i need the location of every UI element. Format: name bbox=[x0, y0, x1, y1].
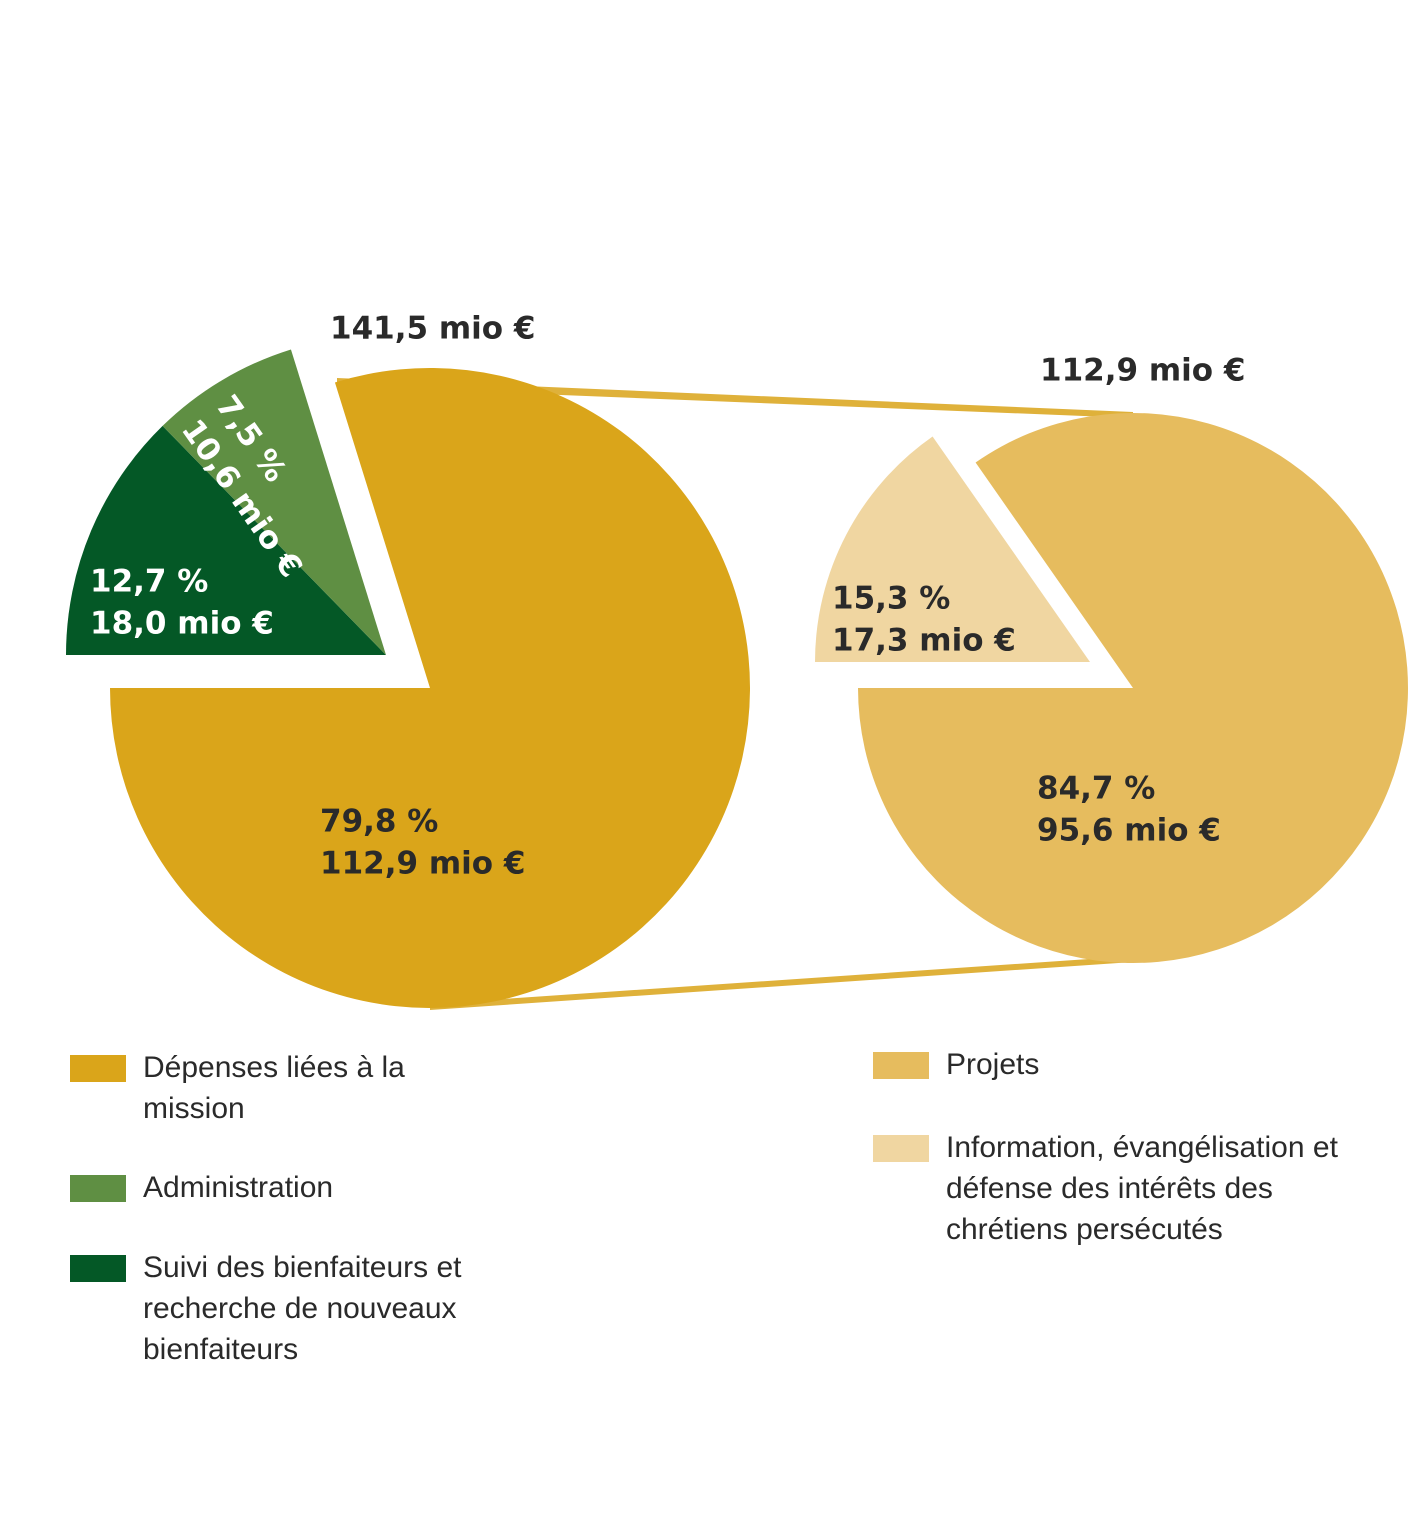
legend-item: Suivi des bienfaiteurs et recherche de n… bbox=[70, 1251, 503, 1370]
amount-label: 17,3 mio € bbox=[832, 623, 1016, 659]
pie-slice bbox=[815, 436, 1090, 662]
pie-slice bbox=[110, 368, 750, 1009]
legend-label: Administration bbox=[143, 1171, 334, 1204]
legend-label: Information, évangélisation et défense d… bbox=[946, 1131, 1338, 1246]
legend-swatch bbox=[70, 1255, 126, 1282]
legend-swatch bbox=[873, 1135, 929, 1162]
amount-label: 18,0 mio € bbox=[90, 606, 274, 642]
percent-label: 12,7 % bbox=[90, 564, 208, 600]
legend-label: Suivi des bienfaiteurs et recherche de n… bbox=[143, 1251, 462, 1366]
legend-item: Dépenses liées à la mission bbox=[70, 1051, 503, 1129]
pie-slice bbox=[162, 349, 386, 655]
legend-swatch bbox=[70, 1055, 126, 1082]
legend-label: Dépenses liées à la mission bbox=[143, 1051, 405, 1125]
amount-label: 112,9 mio € bbox=[320, 846, 525, 882]
legend-item: Projets bbox=[873, 1048, 1356, 1085]
pie-title: 141,5 mio € bbox=[330, 311, 535, 347]
legend-swatch bbox=[70, 1175, 126, 1202]
legend-swatch bbox=[873, 1052, 929, 1079]
legend-label: Projets bbox=[946, 1048, 1040, 1081]
percent-label: 79,8 % bbox=[320, 804, 438, 840]
percent-label: 84,7 % bbox=[1037, 771, 1155, 807]
connector bbox=[430, 956, 1133, 1010]
pie-title: 112,9 mio € bbox=[1040, 353, 1245, 389]
pie-slice bbox=[858, 412, 1409, 963]
pie-slice bbox=[66, 425, 386, 655]
amount-label: 95,6 mio € bbox=[1037, 813, 1221, 849]
legend-item: Administration bbox=[70, 1171, 503, 1208]
percent-label: 15,3 % bbox=[832, 581, 950, 617]
legend-item: Information, évangélisation et défense d… bbox=[873, 1131, 1356, 1250]
